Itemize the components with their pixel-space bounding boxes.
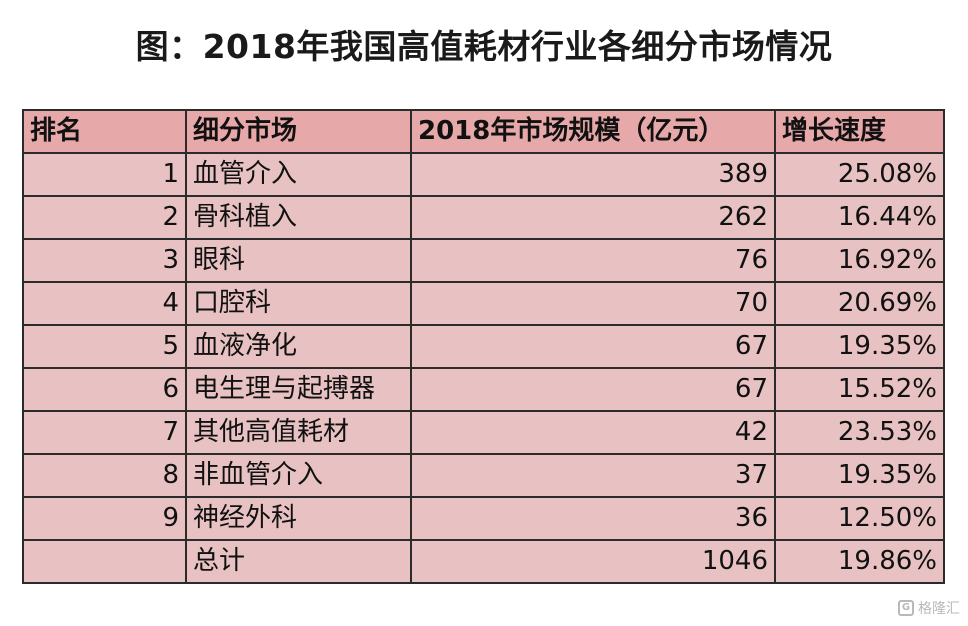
market-size-cell: 42 (410, 410, 776, 455)
table-row: 1 血管介入 389 25.08% (22, 152, 945, 197)
market-size-cell: 36 (410, 496, 776, 541)
market-size-cell: 262 (410, 195, 776, 240)
segment-cell: 血管介入 (185, 152, 412, 197)
market-size-cell: 70 (410, 281, 776, 326)
segment-cell: 神经外科 (185, 496, 412, 541)
growth-cell: 20.69% (774, 281, 945, 326)
growth-cell: 16.44% (774, 195, 945, 240)
table-row: 5 血液净化 67 19.35% (22, 324, 945, 369)
segment-cell: 口腔科 (185, 281, 412, 326)
table-row: 4 口腔科 70 20.69% (22, 281, 945, 326)
rank-cell: 7 (22, 410, 187, 455)
growth-cell: 16.92% (774, 238, 945, 283)
rank-cell: 3 (22, 238, 187, 283)
rank-cell: 6 (22, 367, 187, 412)
rank-cell: 1 (22, 152, 187, 197)
segment-cell: 电生理与起搏器 (185, 367, 412, 412)
gelonghui-logo-icon: G (898, 600, 914, 616)
growth-cell: 15.52% (774, 367, 945, 412)
table-body: 1 血管介入 389 25.08% 2 骨科植入 262 16.44% 3 眼科… (22, 152, 945, 584)
total-market-size-cell: 1046 (410, 539, 776, 584)
column-header-segment: 细分市场 (185, 109, 412, 154)
growth-cell: 25.08% (774, 152, 945, 197)
growth-cell: 19.35% (774, 324, 945, 369)
table-row: 9 神经外科 36 12.50% (22, 496, 945, 541)
watermark-text: 格隆汇 (918, 601, 960, 617)
total-label-cell: 总计 (185, 539, 412, 584)
segment-cell: 骨科植入 (185, 195, 412, 240)
table-row: 8 非血管介入 37 19.35% (22, 453, 945, 498)
total-growth-cell: 19.86% (774, 539, 945, 584)
growth-cell: 23.53% (774, 410, 945, 455)
market-size-cell: 37 (410, 453, 776, 498)
market-table: 排名 细分市场 2018年市场规模（亿元） 增长速度 1 血管介入 389 25… (22, 109, 945, 584)
rank-cell (22, 539, 187, 584)
table-row: 6 电生理与起搏器 67 15.52% (22, 367, 945, 412)
segment-cell: 非血管介入 (185, 453, 412, 498)
table-row: 7 其他高值耗材 42 23.53% (22, 410, 945, 455)
table-total-row: 总计 1046 19.86% (22, 539, 945, 584)
rank-cell: 2 (22, 195, 187, 240)
segment-cell: 眼科 (185, 238, 412, 283)
segment-cell: 其他高值耗材 (185, 410, 412, 455)
growth-cell: 12.50% (774, 496, 945, 541)
rank-cell: 9 (22, 496, 187, 541)
market-size-cell: 67 (410, 324, 776, 369)
segment-cell: 血液净化 (185, 324, 412, 369)
column-header-market-size: 2018年市场规模（亿元） (410, 109, 776, 154)
rank-cell: 5 (22, 324, 187, 369)
watermark: G 格隆汇 (898, 598, 960, 618)
market-size-cell: 389 (410, 152, 776, 197)
market-size-cell: 67 (410, 367, 776, 412)
column-header-growth: 增长速度 (774, 109, 945, 154)
growth-cell: 19.35% (774, 453, 945, 498)
table-row: 2 骨科植入 262 16.44% (22, 195, 945, 240)
table-header-row: 排名 细分市场 2018年市场规模（亿元） 增长速度 (22, 109, 945, 154)
rank-cell: 4 (22, 281, 187, 326)
table-row: 3 眼科 76 16.92% (22, 238, 945, 283)
rank-cell: 8 (22, 453, 187, 498)
chart-title: 图：2018年我国高值耗材行业各细分市场情况 (135, 27, 833, 66)
market-size-cell: 76 (410, 238, 776, 283)
column-header-rank: 排名 (22, 109, 187, 154)
